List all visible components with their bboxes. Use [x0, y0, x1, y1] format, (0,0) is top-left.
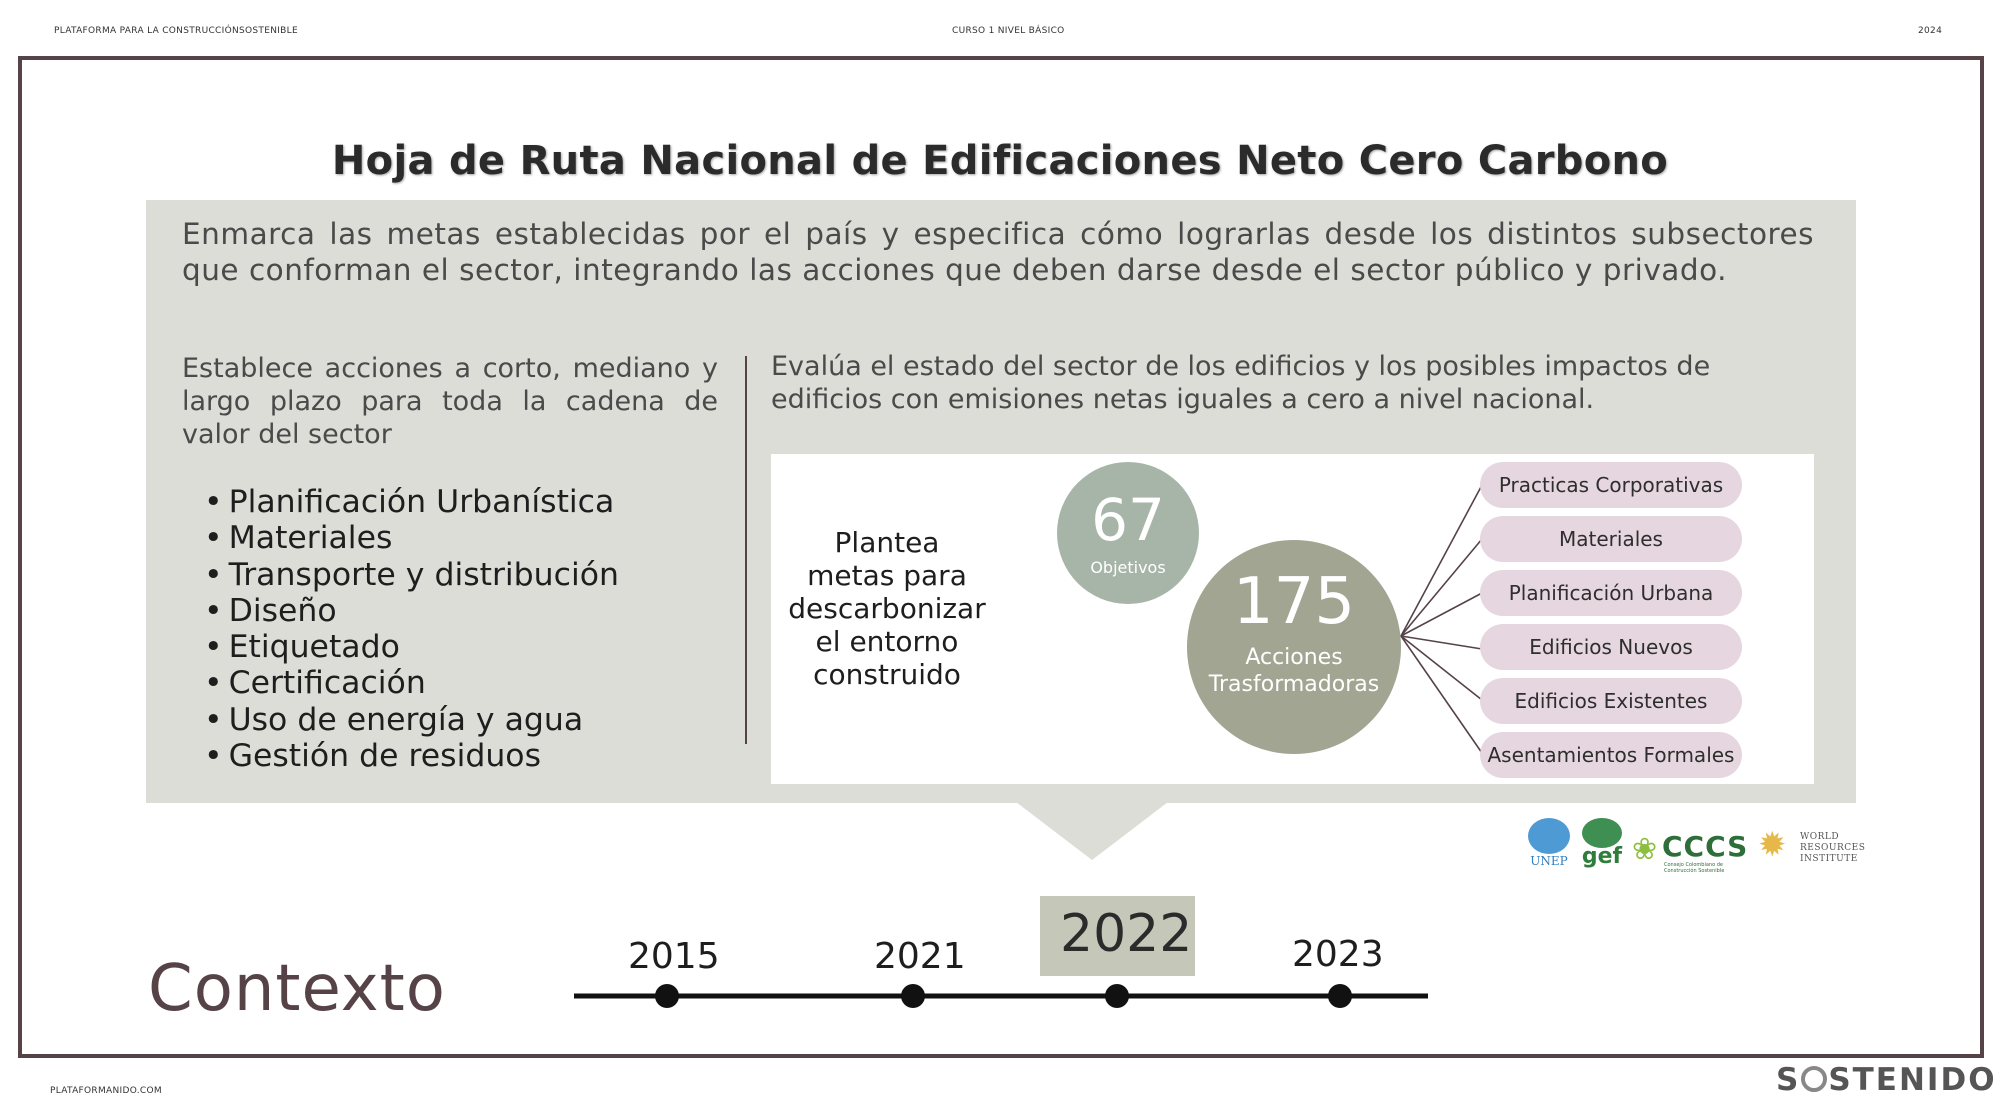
cccs-logo-text: CCCS — [1662, 830, 1749, 863]
subsector-pill: Asentamientos Formales — [1480, 732, 1742, 778]
unep-logo-text: UNEP — [1530, 854, 1568, 868]
list-item: Transporte y distribución — [204, 557, 619, 593]
wri-line: RESOURCES — [1800, 843, 1866, 853]
cccs-logo: ❀ CCCS Consejo Colombiano de Construcció… — [1632, 818, 1750, 874]
list-item: Materiales — [204, 520, 619, 556]
subsector-pill: Edificios Existentes — [1480, 678, 1742, 724]
section-label: Contexto — [148, 952, 446, 1026]
actions-count: 175 — [1232, 565, 1356, 639]
list-item: Certificación — [204, 665, 619, 701]
list-item: Uso de energía y agua — [204, 702, 619, 738]
timeline-year-2015: 2015 — [628, 936, 720, 977]
connector-line — [1400, 635, 1483, 701]
gef-logo: gef — [1578, 818, 1626, 870]
list-item: Etiquetado — [204, 629, 619, 665]
column-divider — [745, 356, 747, 744]
slide-frame — [18, 56, 1984, 1058]
wri-star-icon: ✹ — [1758, 825, 1787, 865]
brand-logo: S STENIDO — [1776, 1062, 1997, 1098]
slide-title: Hoja de Ruta Nacional de Edificaciones N… — [331, 138, 1669, 184]
intro-paragraph: Enmarca las metas establecidas por el pa… — [182, 217, 1814, 287]
partner-logos: UNEP gef ❀ CCCS Consejo Colombiano de Co… — [1528, 818, 1865, 874]
left-description: Establece acciones a corto, mediano y la… — [182, 353, 718, 450]
brand-gear-icon — [1801, 1065, 1828, 1092]
connector-lines — [1400, 484, 1483, 754]
list-item: Diseño — [204, 593, 619, 629]
cccs-logo-subtitle: Consejo Colombiano de Construcción Soste… — [1664, 862, 1725, 874]
wri-logo-text: WORLD RESOURCES INSTITUTE — [1800, 832, 1865, 865]
goals-diagram: Plantea metas para descarbonizar el ento… — [771, 454, 1814, 784]
subsector-pill: Edificios Nuevos — [1480, 624, 1742, 670]
right-description: Evalúa el estado del sector de los edifi… — [771, 351, 1711, 415]
wri-logo: ✹ WORLD RESOURCES INSTITUTE — [1758, 818, 1865, 870]
connector-line — [1400, 635, 1483, 754]
brand-text-start: S — [1776, 1062, 1801, 1098]
gef-logo-text: gef — [1581, 844, 1623, 869]
action-list: Planificación Urbanística Materiales Tra… — [204, 484, 619, 774]
header-year: 2024 — [1918, 26, 1943, 36]
header-left-text: PLATAFORMA PARA LA CONSTRUCCIÓNSOSTENIBL… — [54, 26, 298, 36]
connector-line — [1400, 592, 1483, 637]
gef-globe-icon — [1582, 818, 1622, 848]
subsector-pill: Practicas Corporativas — [1480, 462, 1742, 508]
subsector-pill: Materiales — [1480, 516, 1742, 562]
cccs-leaf-icon: ❀ — [1632, 832, 1658, 867]
timeline-year-2022: 2022 — [1060, 904, 1193, 964]
timeline-year-2023: 2023 — [1292, 934, 1384, 975]
footer-website: PLATAFORMANIDO.COM — [50, 1086, 162, 1096]
panel-pointer — [1016, 802, 1168, 860]
unep-emblem-icon — [1528, 818, 1570, 854]
unep-logo: UNEP — [1528, 818, 1570, 870]
list-item: Planificación Urbanística — [204, 484, 619, 520]
timeline-year-2021: 2021 — [874, 936, 966, 977]
header-center-text: CURSO 1 NIVEL BÁSICO — [952, 26, 1065, 36]
connector-line — [1400, 635, 1483, 650]
highlighted-year-box — [1040, 896, 1195, 976]
list-item: Gestión de residuos — [204, 738, 619, 774]
subsector-pill: Planificación Urbana — [1480, 570, 1742, 616]
brand-text-end: STENIDO — [1828, 1062, 1997, 1098]
wri-line: WORLD — [1800, 832, 1840, 842]
connector-line — [1400, 538, 1483, 637]
actions-label: Acciones Trasformadoras — [1208, 645, 1380, 697]
goals-statement: Plantea metas para descarbonizar el ento… — [788, 526, 986, 691]
objectives-circle: 67 Objetivos — [1057, 462, 1199, 604]
actions-circle: 175 Acciones Trasformadoras — [1187, 540, 1401, 754]
objectives-label: Objetivos — [1090, 558, 1166, 577]
objectives-count: 67 — [1091, 486, 1165, 554]
wri-line: INSTITUTE — [1800, 854, 1858, 864]
connector-line — [1400, 484, 1483, 637]
